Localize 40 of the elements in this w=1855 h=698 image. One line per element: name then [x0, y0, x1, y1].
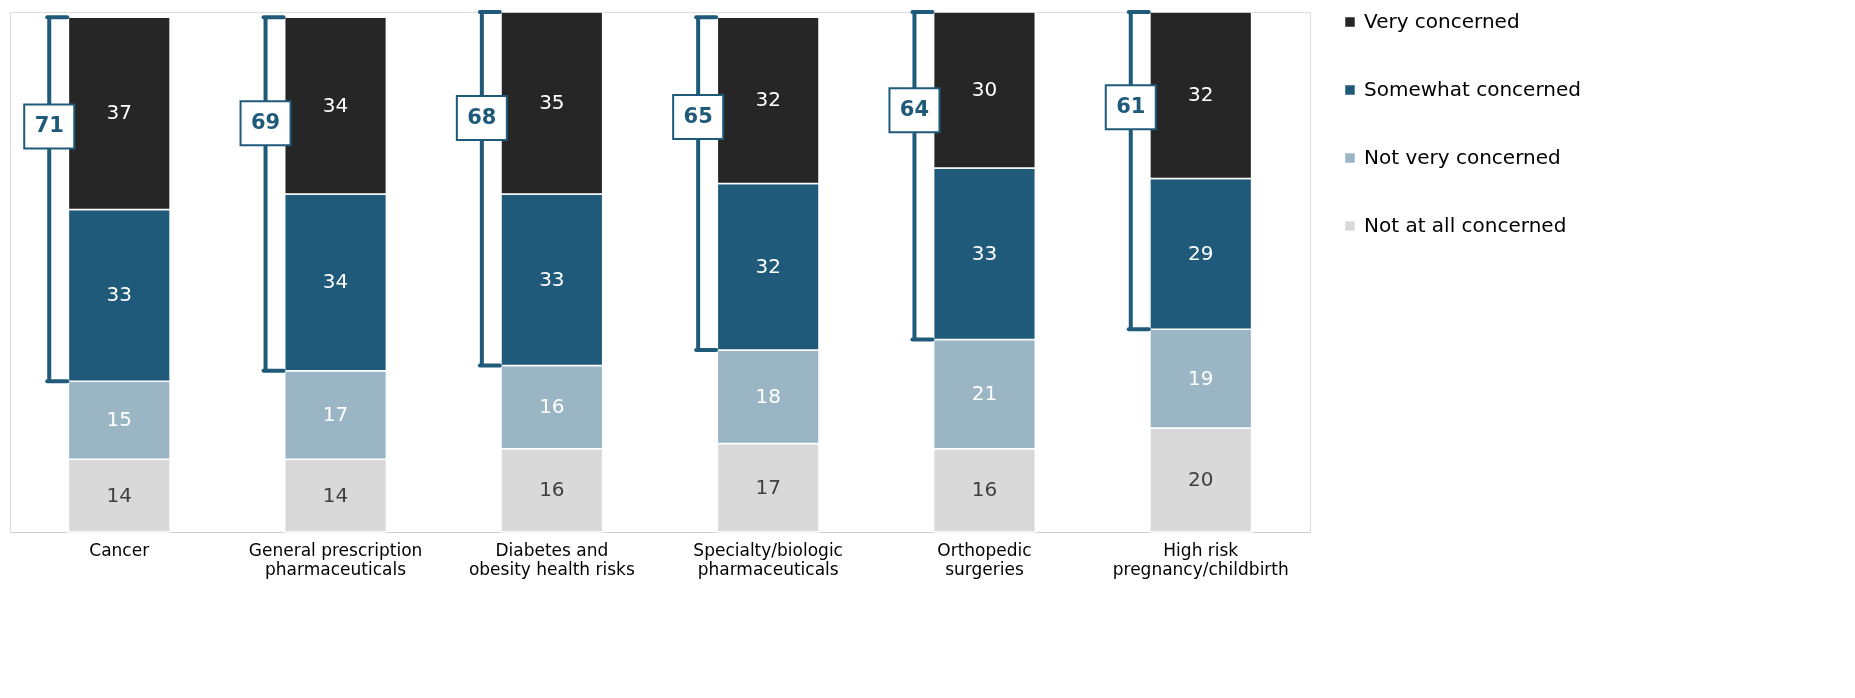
data-label: 29 — [1188, 240, 1214, 265]
data-label: 35 — [539, 90, 565, 114]
data-label: 33 — [971, 240, 998, 265]
data-label: 15 — [106, 407, 132, 432]
data-label: 17 — [322, 402, 349, 426]
annotation: 69 — [250, 110, 281, 135]
data-label: 16 — [971, 477, 998, 502]
data-label: 19 — [1188, 365, 1214, 390]
legend-label: Not at all concerned — [1364, 213, 1567, 237]
annotation: 68 — [467, 105, 497, 130]
data-label: 14 — [322, 482, 349, 507]
data-label: 32 — [755, 87, 781, 112]
data-label: 30 — [971, 77, 998, 101]
data-label: 34 — [322, 269, 349, 294]
legend-label: Somewhat concerned — [1364, 77, 1581, 101]
data-label: 34 — [322, 92, 349, 117]
annotation: 65 — [683, 104, 713, 129]
data-label: 18 — [755, 383, 781, 408]
x-tick-label: High risk pregnancy/childbirth — [1112, 539, 1289, 579]
data-label: 33 — [106, 282, 132, 307]
data-label: 16 — [539, 477, 565, 502]
data-label: 20 — [1188, 467, 1214, 491]
x-tick-label: Orthopedic surgeries — [937, 539, 1032, 579]
data-label: 33 — [539, 266, 565, 291]
data-label: 17 — [755, 474, 781, 499]
data-label: 32 — [755, 253, 781, 278]
data-label: 16 — [539, 394, 565, 419]
x-tick-label: Cancer — [89, 539, 150, 560]
x-tick-label: Diabetes and obesity health risks — [468, 539, 635, 579]
data-label: 21 — [971, 381, 998, 406]
annotation: 61 — [1116, 94, 1146, 119]
annotation: 71 — [34, 113, 64, 138]
x-tick-label: General prescription pharmaceuticals — [248, 539, 423, 579]
data-label: 32 — [1188, 82, 1214, 107]
annotation: 64 — [899, 97, 930, 122]
data-label: 37 — [106, 100, 132, 125]
legend-label: Not very concerned — [1364, 145, 1561, 169]
data-label: 14 — [106, 482, 132, 507]
x-tick-label: Specialty/biologic pharmaceuticals — [693, 539, 843, 579]
legend-label: Very concerned — [1364, 9, 1520, 33]
